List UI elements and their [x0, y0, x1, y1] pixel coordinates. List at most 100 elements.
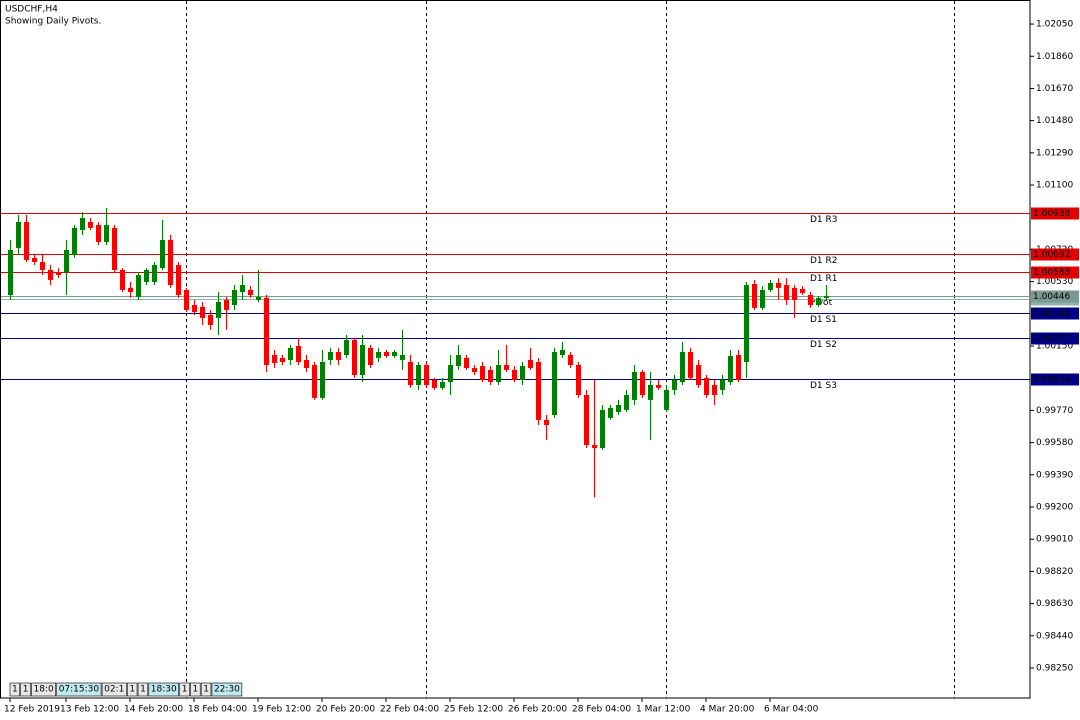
- y-tick-label: 1.01100: [1036, 181, 1073, 191]
- candle-body: [704, 377, 709, 396]
- candle-body: [72, 227, 77, 256]
- candle-body: [800, 288, 805, 293]
- toolbar-item: 1: [203, 685, 209, 695]
- candle-body: [768, 282, 773, 290]
- candle-body: [784, 285, 789, 300]
- candle-body: [632, 371, 637, 400]
- toolbar-item: 18:0: [33, 685, 53, 695]
- y-tick-label: 0.98250: [1036, 664, 1073, 674]
- candle-body: [624, 395, 629, 410]
- candle-body: [80, 217, 85, 230]
- x-tick-label: 1 Mar 12:00: [636, 705, 691, 715]
- x-tick-label: 26 Feb 20:00: [508, 705, 567, 715]
- toolbar-item: 1: [12, 685, 18, 695]
- candle-body: [720, 379, 725, 390]
- candle-body: [176, 265, 181, 296]
- x-tick-label: 22 Feb 04:00: [380, 705, 439, 715]
- candle-body: [456, 355, 461, 367]
- candle-body: [576, 365, 581, 396]
- candle-body: [568, 355, 573, 366]
- y-tick-label: 0.98630: [1036, 599, 1073, 609]
- candle-body: [432, 379, 437, 388]
- candle-body: [296, 346, 301, 362]
- pivot-price-label: 1.00588: [1033, 268, 1070, 278]
- pivot-level-name: D1 S3: [810, 381, 837, 391]
- candle-body: [120, 269, 125, 290]
- candle-body: [192, 305, 197, 312]
- candle-body: [280, 357, 285, 362]
- candle-body: [320, 361, 325, 398]
- pivot-level-name: D1 R3: [810, 215, 838, 225]
- pivot-price-box: [1031, 332, 1079, 345]
- candle-body: [40, 261, 45, 270]
- candle-body: [240, 285, 245, 292]
- candle-body: [64, 249, 69, 272]
- candle-body: [144, 269, 149, 282]
- chart-subtitle: Showing Daily Pivots.: [5, 17, 101, 27]
- candle-body: [744, 285, 749, 362]
- x-tick-label: 6 Mar 04:00: [764, 705, 819, 715]
- candle-body: [56, 271, 61, 276]
- candle-body: [368, 347, 373, 366]
- candle-body: [392, 351, 397, 357]
- candle-body: [664, 389, 669, 410]
- candle-body: [776, 282, 781, 288]
- toolbar-box: [190, 682, 201, 697]
- candle-body: [440, 381, 445, 388]
- candle-body: [608, 407, 613, 418]
- candle-body: [560, 349, 565, 356]
- candle-body: [344, 339, 349, 356]
- x-tick-label: 13 Feb 12:00: [60, 705, 119, 715]
- candle-body: [448, 365, 453, 382]
- candle-body: [128, 287, 133, 292]
- candle-body: [8, 249, 13, 296]
- candle-body: [272, 355, 277, 363]
- x-tick-label: 25 Feb 12:00: [444, 705, 503, 715]
- y-tick-label: 1.01860: [1036, 52, 1073, 62]
- toolbar-item: 22:30: [214, 685, 240, 695]
- toolbar-box: [127, 682, 138, 697]
- candle-body: [824, 295, 829, 298]
- y-tick-label: 0.99010: [1036, 535, 1073, 545]
- pivot-price-label: 0.99954: [1033, 375, 1070, 385]
- pivot-price-box: [1031, 373, 1079, 386]
- x-tick-label: 12 Feb 2019: [4, 705, 60, 715]
- pivot-price-box: [1031, 207, 1079, 220]
- candle-body: [168, 239, 173, 286]
- toolbar-box: [20, 682, 31, 697]
- pivot-level-name: D1 S1: [810, 315, 837, 325]
- y-tick-label: 0.99580: [1036, 438, 1073, 448]
- candle-body: [96, 225, 101, 242]
- candle-body: [208, 315, 213, 326]
- candle-body: [32, 257, 37, 262]
- pivot-price-label: 1.00692: [1033, 250, 1070, 260]
- candle-body: [496, 365, 501, 382]
- candle-body: [384, 351, 389, 357]
- y-tick-label: 1.01670: [1036, 84, 1073, 94]
- candle-body: [600, 409, 605, 449]
- candle-body: [248, 289, 253, 296]
- toolbar-box: [56, 682, 102, 697]
- y-tick-label: 0.99390: [1036, 470, 1073, 480]
- toolbar-item: 02:1: [104, 685, 124, 695]
- candle-body: [264, 297, 269, 366]
- x-tick-label: 20 Feb 20:00: [316, 705, 375, 715]
- candle-body: [288, 347, 293, 360]
- x-tick-label: 18 Feb 04:00: [188, 705, 247, 715]
- toolbar-item: 18:30: [151, 685, 177, 695]
- candle-body: [648, 385, 653, 400]
- y-tick-label: 0.98440: [1036, 631, 1073, 641]
- candle-body: [424, 365, 429, 386]
- candle-body: [696, 365, 701, 386]
- candle-body: [328, 351, 333, 360]
- pivot-level-name: Pivot: [810, 298, 833, 308]
- toolbar-item: 1: [129, 685, 135, 695]
- x-tick-label: 14 Feb 20:00: [124, 705, 183, 715]
- pivot-level-name: D1 R1: [810, 274, 838, 284]
- toolbar-item: 1: [182, 685, 188, 695]
- candle-body: [592, 444, 597, 449]
- candle-body: [304, 359, 309, 369]
- candle-body: [672, 379, 677, 390]
- y-tick-label: 1.00150: [1036, 342, 1073, 352]
